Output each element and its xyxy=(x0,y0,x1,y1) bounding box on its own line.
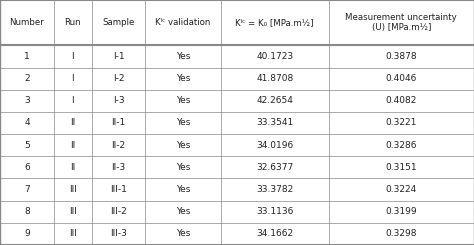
Text: 3: 3 xyxy=(24,96,30,105)
Text: III: III xyxy=(69,229,77,238)
Text: I: I xyxy=(72,74,74,83)
Text: Yes: Yes xyxy=(176,52,191,61)
Text: Kᴵᶜ validation: Kᴵᶜ validation xyxy=(155,18,211,27)
Text: II: II xyxy=(70,119,75,127)
Text: 40.1723: 40.1723 xyxy=(256,52,293,61)
Text: Yes: Yes xyxy=(176,96,191,105)
Text: 33.3782: 33.3782 xyxy=(256,185,293,194)
Text: II-1: II-1 xyxy=(111,119,126,127)
Text: Yes: Yes xyxy=(176,207,191,216)
Text: 0.3298: 0.3298 xyxy=(385,229,417,238)
Text: 0.3286: 0.3286 xyxy=(385,141,417,150)
Text: 33.1136: 33.1136 xyxy=(256,207,293,216)
Text: Sample: Sample xyxy=(102,18,135,27)
Text: II: II xyxy=(70,163,75,172)
Text: 34.0196: 34.0196 xyxy=(256,141,293,150)
Text: Yes: Yes xyxy=(176,119,191,127)
Text: 6: 6 xyxy=(24,163,30,172)
Text: Yes: Yes xyxy=(176,74,191,83)
Text: 2: 2 xyxy=(24,74,30,83)
Text: I-3: I-3 xyxy=(113,96,124,105)
Text: Number: Number xyxy=(9,18,44,27)
Text: III: III xyxy=(69,207,77,216)
Text: 42.2654: 42.2654 xyxy=(256,96,293,105)
Text: III: III xyxy=(69,185,77,194)
Text: 0.3878: 0.3878 xyxy=(385,52,417,61)
Text: Yes: Yes xyxy=(176,185,191,194)
Text: Run: Run xyxy=(64,18,81,27)
Text: I: I xyxy=(72,96,74,105)
Text: II-2: II-2 xyxy=(111,141,126,150)
Text: 34.1662: 34.1662 xyxy=(256,229,293,238)
Text: 0.4046: 0.4046 xyxy=(385,74,417,83)
Text: I: I xyxy=(72,52,74,61)
Text: Yes: Yes xyxy=(176,163,191,172)
Text: 41.8708: 41.8708 xyxy=(256,74,293,83)
Text: III-2: III-2 xyxy=(110,207,127,216)
Text: 0.3199: 0.3199 xyxy=(385,207,417,216)
Text: 0.3224: 0.3224 xyxy=(386,185,417,194)
Text: Measurement uncertainty
(U) [MPa.m½]: Measurement uncertainty (U) [MPa.m½] xyxy=(346,13,457,32)
Text: 0.3221: 0.3221 xyxy=(385,119,417,127)
Text: 33.3541: 33.3541 xyxy=(256,119,293,127)
Text: 1: 1 xyxy=(24,52,30,61)
Text: II: II xyxy=(70,141,75,150)
Text: 32.6377: 32.6377 xyxy=(256,163,293,172)
Text: 9: 9 xyxy=(24,229,30,238)
Text: 0.3151: 0.3151 xyxy=(385,163,417,172)
Text: 0.4082: 0.4082 xyxy=(385,96,417,105)
Text: I-2: I-2 xyxy=(113,74,124,83)
Text: 4: 4 xyxy=(24,119,30,127)
Text: III-1: III-1 xyxy=(110,185,127,194)
Text: I-1: I-1 xyxy=(113,52,124,61)
Text: 8: 8 xyxy=(24,207,30,216)
Text: Kᴵᶜ = K₀ [MPa.m½]: Kᴵᶜ = K₀ [MPa.m½] xyxy=(236,18,314,27)
Text: Yes: Yes xyxy=(176,229,191,238)
Text: 7: 7 xyxy=(24,185,30,194)
Text: III-3: III-3 xyxy=(110,229,127,238)
Text: II-3: II-3 xyxy=(111,163,126,172)
Text: Yes: Yes xyxy=(176,141,191,150)
Text: 5: 5 xyxy=(24,141,30,150)
